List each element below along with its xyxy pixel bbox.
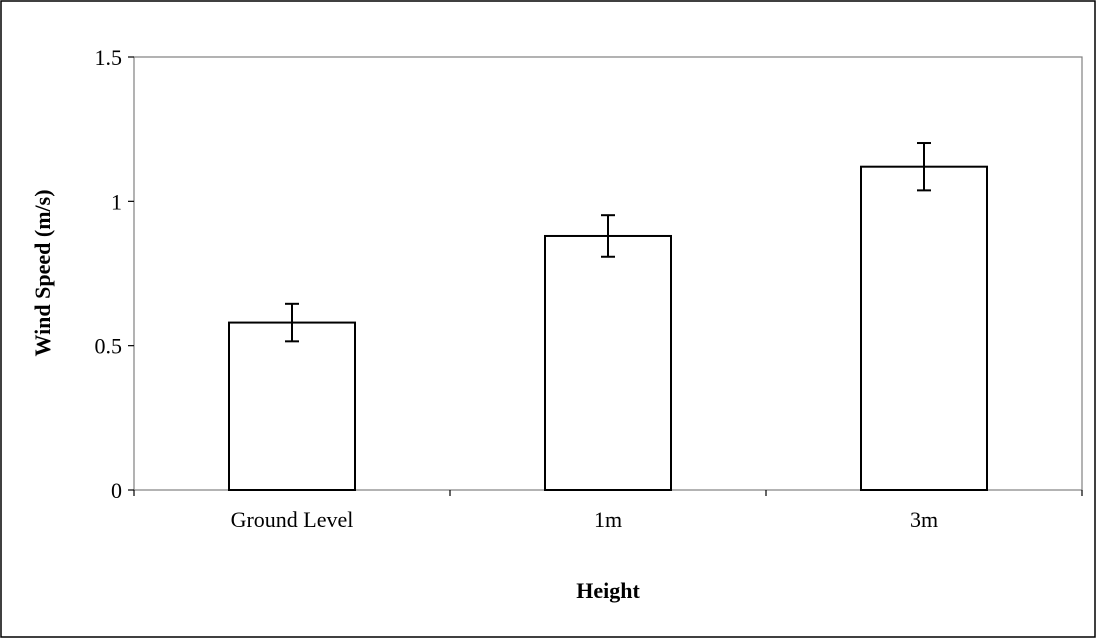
x-axis xyxy=(133,490,1083,496)
y-tick-label: 0 xyxy=(111,478,122,503)
y-tick-labels: 0 0.5 1 1.5 xyxy=(95,45,123,503)
y-axis-title: Wind Speed (m/s) xyxy=(30,189,55,356)
error-bar xyxy=(601,214,615,258)
bars-group xyxy=(228,165,988,491)
y-tick-label: 1.5 xyxy=(95,45,123,70)
error-bars-group xyxy=(285,142,931,343)
x-tick-label: Ground Level xyxy=(231,507,354,532)
x-tick-label: 1m xyxy=(594,507,622,532)
error-bar xyxy=(285,302,299,343)
bar xyxy=(544,234,672,491)
x-axis-title: Height xyxy=(576,578,640,603)
bar xyxy=(860,165,988,491)
y-tick-label: 1 xyxy=(111,189,122,214)
error-bar xyxy=(917,142,931,192)
x-tick-label: 3m xyxy=(910,507,938,532)
bar xyxy=(228,321,356,491)
y-axis xyxy=(128,56,134,491)
x-tick-labels: Ground Level 1m 3m xyxy=(231,507,938,532)
y-tick-label: 0.5 xyxy=(95,334,123,359)
